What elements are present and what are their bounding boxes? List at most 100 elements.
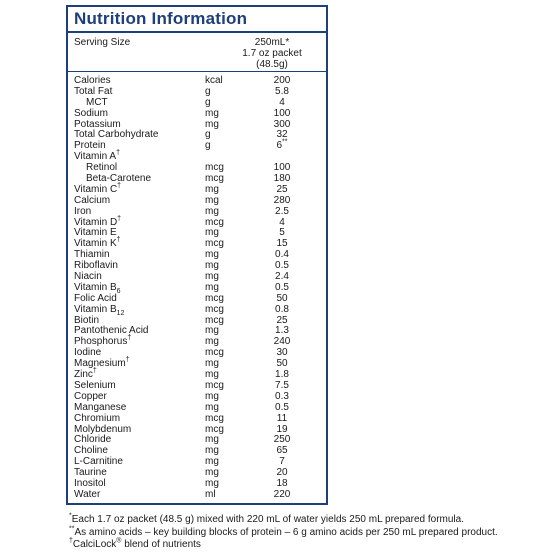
nutrient-name-text: Vitamin B <box>74 303 117 315</box>
nutrient-value: 0.5 <box>254 282 310 293</box>
nutrient-name: Water <box>74 489 100 500</box>
nutrient-unit: mg <box>205 183 219 195</box>
nutrient-value: 240 <box>254 336 310 347</box>
nutrient-value-text: 20 <box>276 467 288 479</box>
nutrient-unit: mg <box>205 194 219 206</box>
footnote-marker: ** <box>69 525 75 533</box>
nutrient-value-text: 5.8 <box>275 85 289 97</box>
footnote-text: As amino acids – key building blocks of … <box>74 526 498 538</box>
nutrient-value: 5 <box>254 227 310 238</box>
dagger-mark: † <box>125 356 130 364</box>
nutrient-unit: mcg <box>205 303 224 315</box>
nutrient-name: Retinol <box>86 162 117 173</box>
nutrient-name-text: L-Carnitine <box>74 456 123 468</box>
nutrient-name-text: Pantothenic Acid <box>74 325 149 337</box>
nutrient-name: Vitamin E <box>74 227 117 238</box>
footnote: †CalciLock® blend of nutrients <box>69 538 498 552</box>
nutrient-row: Taurine mg 20 <box>68 467 326 478</box>
nutrient-value-text: 250 <box>273 434 291 446</box>
nutrient-value: 7.5 <box>254 380 310 391</box>
nutrient-value-text: 100 <box>273 162 291 174</box>
nutrient-name-text: Sodium <box>74 107 108 119</box>
nutrient-value: 0.5 <box>254 402 310 413</box>
nutrient-name-text: Zinc <box>74 369 93 381</box>
nutrient-row: Calcium mg 280 <box>68 195 326 206</box>
nutrient-name-text: Biotin <box>74 314 100 326</box>
nutrient-name: Taurine <box>74 467 107 478</box>
nutrient-value: 300 <box>254 119 310 130</box>
nutrient-name: Thiamin <box>74 249 110 260</box>
nutrient-unit: mg <box>205 281 219 293</box>
nutrient-unit: mg <box>205 445 219 457</box>
nutrient-name-text: Chromium <box>74 412 121 424</box>
dagger-mark: † <box>117 182 122 190</box>
nutrient-name: Vitamin B6 <box>74 282 121 295</box>
panel-title: Nutrition Information <box>74 9 248 28</box>
nutrient-name-text: Vitamin D <box>74 216 118 228</box>
nutrient-name: L-Carnitine <box>74 456 123 467</box>
nutrient-unit: mg <box>205 227 219 239</box>
nutrient-unit: g <box>205 140 211 152</box>
nutrient-value: 0.4 <box>254 249 310 260</box>
nutrient-value: 50 <box>254 293 310 304</box>
serving-size-weight: (48.5g) <box>256 59 288 70</box>
nutrient-unit: mcg <box>205 162 224 174</box>
nutrient-value-text: 1.8 <box>275 369 289 381</box>
nutrient-row: L-Carnitine mg 7 <box>68 456 326 467</box>
nutrient-value: 280 <box>254 195 310 206</box>
nutrient-name: Sodium <box>74 108 108 119</box>
nutrient-name-text: Selenium <box>74 379 116 391</box>
nutrient-value: 15 <box>254 238 310 249</box>
nutrient-unit: mg <box>205 205 219 217</box>
nutrient-value-text: 0.5 <box>275 401 289 413</box>
nutrient-name-text: Vitamin C <box>74 183 118 195</box>
nutrient-unit: mcg <box>205 216 224 228</box>
nutrient-row: MCT g 4 <box>68 97 326 108</box>
nutrient-unit: mg <box>205 271 219 283</box>
nutrient-name-text: Iodine <box>74 347 102 359</box>
nutrient-value-text: 7.5 <box>275 379 289 391</box>
nutrient-unit: g <box>205 96 211 108</box>
nutrient-unit: mcg <box>205 292 224 304</box>
nutrition-panel: Nutrition Information Serving Size 250mL… <box>66 5 328 505</box>
nutrient-name: Zinc† <box>74 368 97 381</box>
nutrient-name: Calcium <box>74 195 110 206</box>
dagger-mark: † <box>117 215 122 223</box>
nutrient-name-text: Beta-Carotene <box>86 173 152 185</box>
nutrient-value-text: 30 <box>276 347 288 359</box>
nutrient-value-text: 2.5 <box>275 205 289 217</box>
nutrient-unit: mcg <box>205 412 224 424</box>
nutrient-value: 1.8 <box>254 369 310 380</box>
nutrient-unit: mg <box>205 434 219 446</box>
nutrient-value: 220 <box>254 489 310 500</box>
nutrient-name: Total Carbohydrate <box>74 129 159 140</box>
nutrient-name: Molybdenum <box>74 424 131 435</box>
nutrient-row: Inositol mg 18 <box>68 478 326 489</box>
nutrient-unit: mg <box>205 390 219 402</box>
nutrient-value-text: 0.5 <box>275 281 289 293</box>
nutrient-value: 11 <box>254 413 310 424</box>
nutrient-name: MCT <box>86 97 108 108</box>
nutrient-name: Potassium <box>74 119 121 130</box>
footnote-mark: ** <box>282 139 288 147</box>
nutrient-value-text: 0.3 <box>275 390 289 402</box>
nutrient-name: Choline <box>74 445 108 456</box>
nutrient-name: Selenium <box>74 380 116 391</box>
nutrient-unit: g <box>205 85 211 97</box>
nutrient-row: Magnesium† mg 50 <box>68 356 326 370</box>
nutrient-name-text: Magnesium <box>74 358 126 370</box>
nutrient-unit: mcg <box>205 314 224 326</box>
nutrient-name-text: Taurine <box>74 467 107 479</box>
nutrient-unit: mcg <box>205 238 224 250</box>
nutrient-unit: mg <box>205 249 219 261</box>
nutrient-row: Vitamin C† mg 25 <box>68 182 326 195</box>
nutrient-name-text: Chloride <box>74 434 112 446</box>
footnote-marker: * <box>69 512 72 520</box>
nutrient-value: 100 <box>254 162 310 173</box>
nutrient-row: Zinc† mg 1.8 <box>68 368 326 381</box>
nutrient-name-text: Choline <box>74 445 108 457</box>
nutrient-row: Retinol mcg 100 <box>68 162 326 173</box>
nutrient-name-text: Molybdenum <box>74 423 132 435</box>
nutrient-value-text: 25 <box>276 183 288 195</box>
nutrient-value-text: 6 <box>276 140 283 152</box>
